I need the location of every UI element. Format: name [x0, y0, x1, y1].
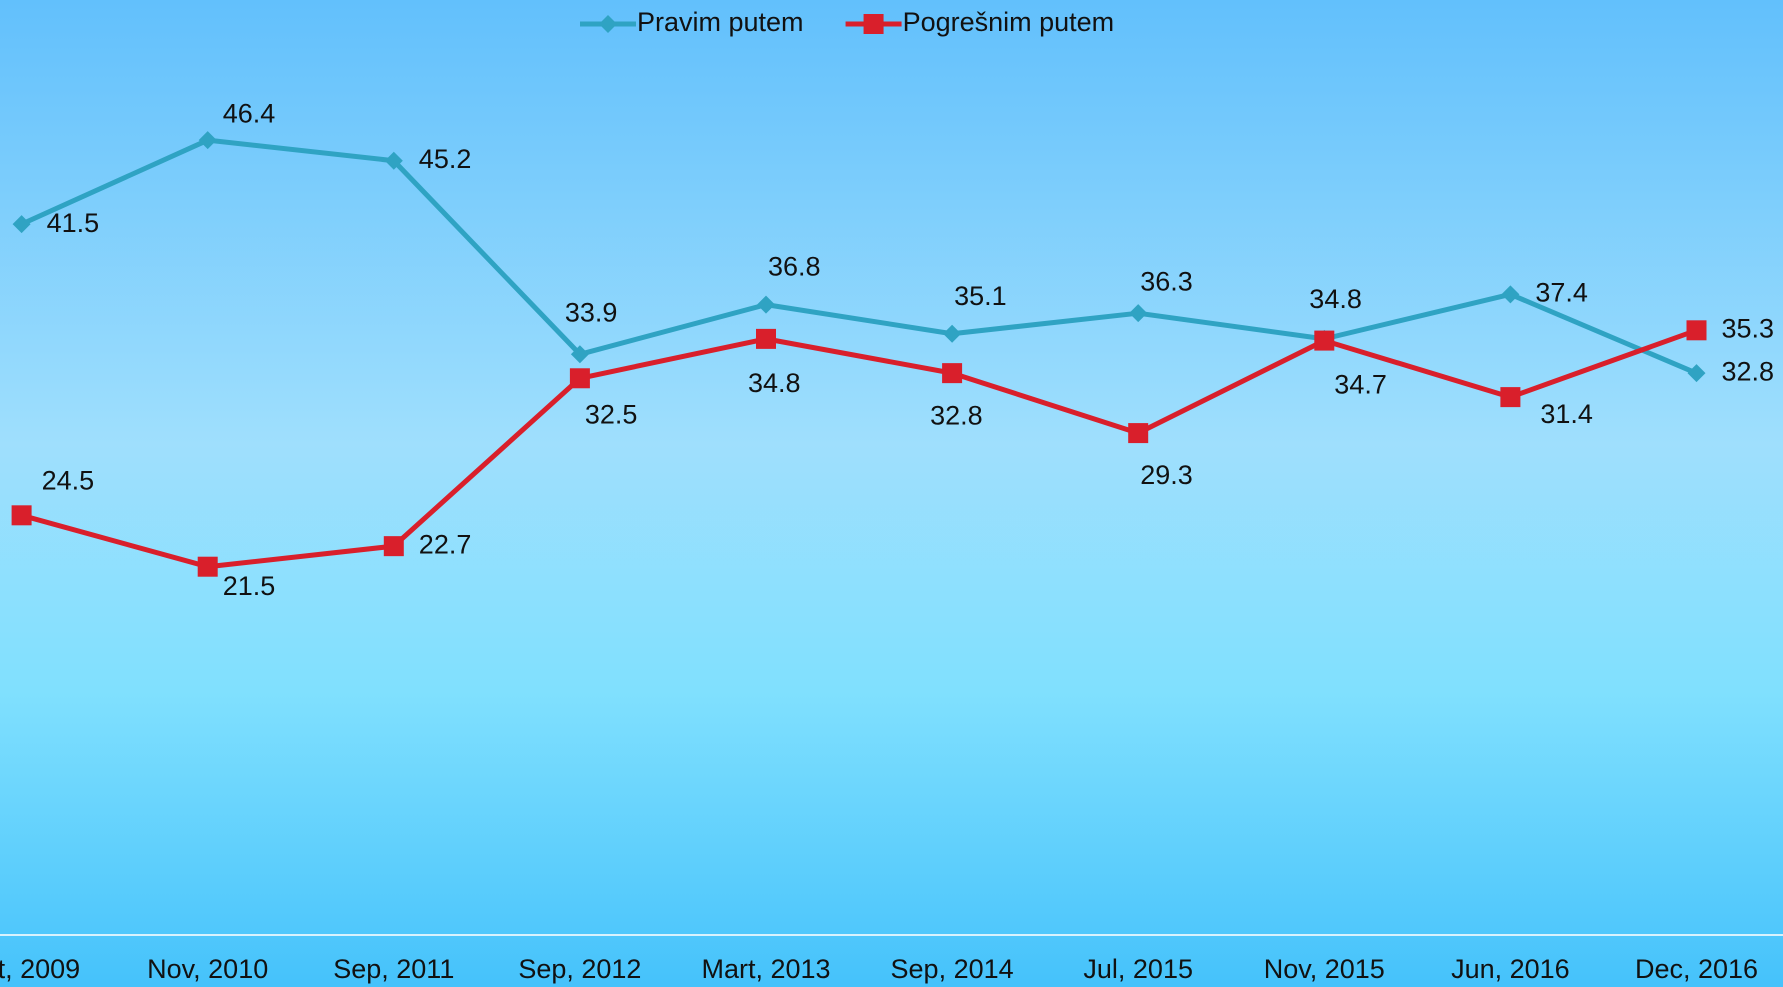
data-point	[384, 151, 403, 170]
data-point	[383, 536, 404, 557]
data-label: 36.3	[1140, 266, 1193, 296]
data-point	[1128, 423, 1149, 444]
data-label: 29.3	[1140, 460, 1193, 490]
data-label: 35.1	[954, 281, 1007, 311]
data-label: 41.5	[47, 208, 100, 238]
data-label: 32.8	[1722, 356, 1775, 386]
data-label: 32.8	[930, 400, 983, 430]
legend-marker	[863, 14, 884, 34]
data-label: 31.4	[1540, 399, 1593, 429]
x-tick-label: Okt, 2009	[0, 954, 80, 984]
data-point	[1501, 285, 1520, 304]
data-point	[1314, 330, 1335, 351]
legend: Pravim putem Pogrešnim putem	[580, 7, 1114, 37]
x-tick-label: Nov, 2010	[147, 954, 268, 984]
data-point	[757, 295, 775, 314]
x-tick-label: Jul, 2015	[1083, 954, 1193, 984]
data-label: 45.2	[419, 144, 472, 174]
data-point	[756, 328, 776, 349]
x-tick-label: Jun, 2016	[1451, 954, 1570, 984]
data-label: 32.5	[585, 399, 638, 429]
data-label: 37.4	[1535, 277, 1588, 307]
data-point	[1687, 364, 1706, 383]
data-point	[1686, 320, 1707, 341]
data-label: 33.9	[565, 297, 618, 327]
data-point	[943, 324, 962, 343]
data-label: 34.8	[748, 368, 801, 398]
data-label: 46.4	[223, 98, 276, 128]
data-label: 34.7	[1334, 370, 1387, 400]
data-label: 36.8	[768, 252, 821, 282]
data-point	[1500, 387, 1521, 408]
x-tick-label: Sep, 2012	[518, 954, 641, 984]
data-label: 21.5	[223, 571, 276, 601]
data-point	[1129, 304, 1148, 323]
data-point	[197, 556, 218, 577]
series-line	[20, 137, 1698, 376]
x-tick-label: Mart, 2013	[701, 954, 830, 984]
data-point	[198, 131, 217, 150]
x-tick-label: Dec, 2016	[1635, 954, 1758, 984]
legend-marker	[599, 15, 617, 33]
data-label: 24.5	[42, 465, 95, 495]
data-point	[570, 345, 589, 364]
data-point	[12, 215, 31, 234]
legend-label: Pogrešnim putem	[903, 7, 1115, 37]
data-point	[11, 505, 32, 526]
x-tick-label: Sep, 2014	[891, 954, 1014, 984]
data-label: 22.7	[419, 529, 472, 559]
data-point	[569, 368, 590, 389]
data-label: 34.8	[1309, 284, 1362, 314]
x-tick-label: Nov, 2015	[1264, 954, 1385, 984]
data-point	[942, 363, 963, 384]
x-tick-label: Sep, 2011	[333, 954, 454, 984]
data-label: 35.3	[1722, 313, 1775, 343]
legend-label: Pravim putem	[637, 7, 804, 37]
series-line	[20, 327, 1698, 570]
